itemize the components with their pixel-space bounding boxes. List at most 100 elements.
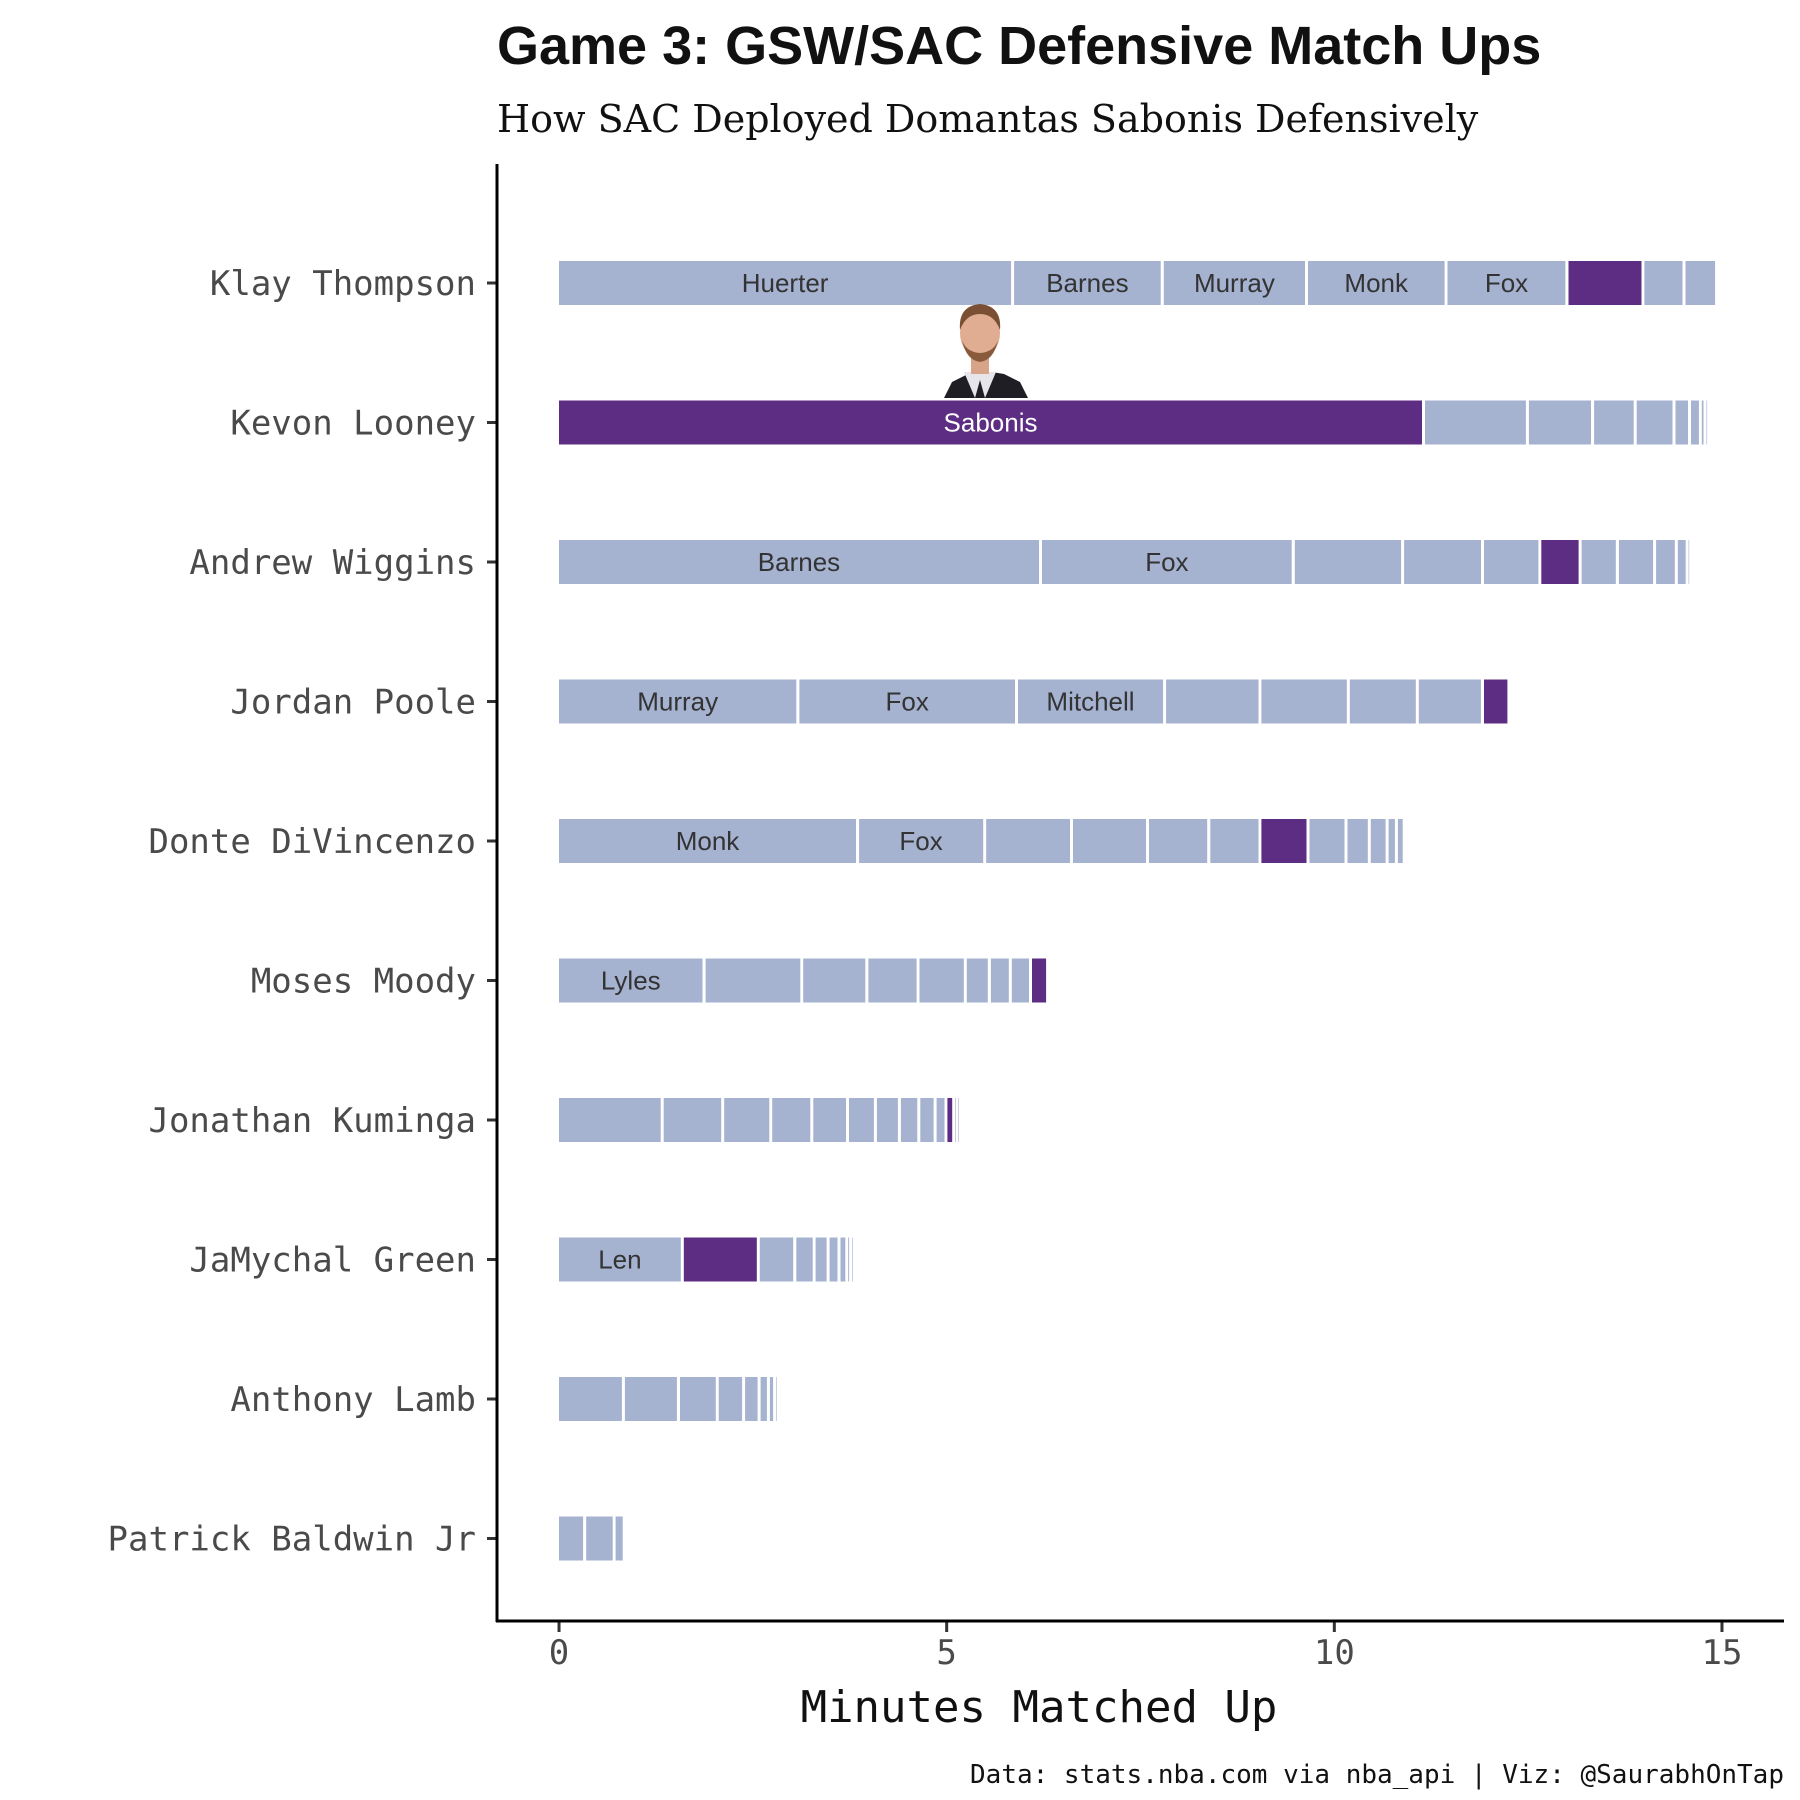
bar-segment-jordan-poole-sabonis	[1484, 679, 1508, 724]
segment-label-klay-thompson-huerter: Huerter	[742, 268, 829, 298]
bar-segment-anthony-lamb-seg4	[745, 1377, 758, 1421]
bar-segment-kevon-looney-seg1	[1425, 400, 1526, 445]
bar-segment-jordan-poole-seg4	[1261, 679, 1347, 724]
sabonis-headshot	[944, 304, 1028, 398]
segment-label-jordan-poole-murray: Murray	[637, 687, 718, 717]
segment-label-klay-thompson-fox: Fox	[1485, 268, 1528, 298]
y-tick-label-klay-thompson: Klay Thompson	[210, 264, 476, 304]
x-axis-label: Minutes Matched Up	[801, 1682, 1278, 1733]
bar-segment-jordan-poole-seg5	[1349, 679, 1416, 724]
bar-segment-klay-thompson-seg6	[1644, 261, 1683, 305]
segment-label-klay-thompson-barnes: Barnes	[1046, 268, 1128, 298]
bar-row-jordan-poole: Murray Fox Mitchell	[559, 679, 1508, 724]
bar-segment-jordan-poole-seg3	[1166, 679, 1259, 724]
y-tick-label-jonathan-kuminga: Jonathan Kuminga	[148, 1101, 476, 1141]
bar-segment-andrew-wiggins-seg9	[1677, 540, 1686, 584]
bars-layer: Huerter Barnes Murray Monk Fox Sabonis Barnes F…	[559, 261, 1716, 1561]
bar-row-moses-moody: Lyles	[559, 958, 1047, 1003]
bar-segment-jonathan-kuminga-seg1	[663, 1098, 722, 1142]
bar-segment-jamychal-green-seg6	[840, 1237, 846, 1282]
bar-segment-patrick-baldwin-jr-seg2	[615, 1516, 623, 1561]
bar-segment-klay-thompson-fox	[1447, 261, 1566, 305]
bar-row-jonathan-kuminga	[559, 1098, 959, 1142]
bar-segment-kevon-looney-seg8	[1706, 400, 1708, 445]
y-tick-label-andrew-wiggins: Andrew Wiggins	[189, 543, 476, 583]
bar-segment-donte-divincenzo-fox	[859, 819, 984, 863]
bar-segment-klay-thompson-barnes	[1014, 261, 1161, 305]
bar-segment-andrew-wiggins-seg4	[1484, 540, 1539, 584]
bar-segment-moses-moody-seg3	[868, 958, 917, 1003]
bar-segment-patrick-baldwin-jr-seg0	[559, 1516, 584, 1561]
bar-segment-jordan-poole-fox	[799, 679, 1015, 724]
bar-segment-donte-divincenzo-seg4	[1149, 819, 1208, 863]
bar-segment-kevon-looney-seg7	[1701, 400, 1704, 445]
bar-row-patrick-baldwin-jr	[559, 1516, 623, 1561]
bar-segment-kevon-looney-seg4	[1636, 400, 1673, 445]
bar-row-andrew-wiggins: Barnes Fox	[559, 540, 1690, 584]
bar-segment-andrew-wiggins-seg2	[1294, 540, 1402, 584]
bar-segment-klay-thompson-murray	[1163, 261, 1305, 305]
bar-segment-donte-divincenzo-sabonis	[1261, 819, 1307, 863]
bar-segment-moses-moody-seg2	[803, 958, 866, 1003]
segment-label-jamychal-green-len: Len	[598, 1245, 641, 1275]
bar-segment-moses-moody-seg1	[705, 958, 801, 1003]
bar-segment-klay-thompson-monk	[1308, 261, 1445, 305]
bar-segment-andrew-wiggins-seg6	[1581, 540, 1616, 584]
bar-segment-donte-divincenzo-seg2	[986, 819, 1070, 863]
x-axis-ticks: 0 5 10 15	[549, 1622, 1742, 1673]
segment-label-andrew-wiggins-barnes: Barnes	[758, 547, 840, 577]
bar-segment-jonathan-kuminga-seg11	[955, 1098, 956, 1142]
bar-segment-andrew-wiggins-fox	[1042, 540, 1292, 584]
bar-segment-patrick-baldwin-jr-seg1	[586, 1516, 613, 1561]
bar-segment-jamychal-green-seg7	[848, 1237, 850, 1282]
bar-segment-andrew-wiggins-barnes	[559, 540, 1039, 584]
segment-label-kevon-looney-sabonis: Sabonis	[944, 408, 1038, 438]
bar-segment-jonathan-kuminga-seg9	[936, 1098, 945, 1142]
bar-segment-jordan-poole-mitchell	[1018, 679, 1164, 724]
bar-segment-moses-moody-seg4	[919, 958, 964, 1003]
bar-segment-anthony-lamb-seg6	[769, 1377, 774, 1421]
segment-label-andrew-wiggins-fox: Fox	[1145, 547, 1188, 577]
bar-segment-jonathan-kuminga-seg3	[772, 1098, 811, 1142]
bar-segment-andrew-wiggins-seg10	[1688, 540, 1690, 584]
bar-row-donte-divincenzo: Monk Fox	[559, 819, 1403, 863]
bar-segment-andrew-wiggins-seg7	[1618, 540, 1654, 584]
bar-segment-kevon-looney-seg2	[1528, 400, 1591, 445]
x-tick-label-0: 0	[549, 1633, 569, 1673]
bar-segment-anthony-lamb-seg7	[776, 1377, 777, 1421]
bar-segment-anthony-lamb-seg2	[680, 1377, 716, 1421]
bar-segment-jonathan-kuminga-seg0	[559, 1098, 661, 1142]
bar-segment-jonathan-kuminga-sabonis	[947, 1098, 953, 1142]
bar-segment-jonathan-kuminga-seg2	[724, 1098, 770, 1142]
bar-segment-anthony-lamb-seg0	[559, 1377, 622, 1421]
bar-segment-klay-thompson-huerter	[559, 261, 1012, 305]
bar-segment-donte-divincenzo-seg11	[1397, 819, 1403, 863]
bar-segment-kevon-looney-sabonis	[559, 400, 1422, 445]
bar-segment-donte-divincenzo-seg7	[1309, 819, 1345, 863]
segment-label-klay-thompson-murray: Murray	[1194, 268, 1275, 298]
bar-segment-andrew-wiggins-sabonis	[1541, 540, 1579, 584]
bar-segment-anthony-lamb-seg5	[760, 1377, 767, 1421]
bar-segment-klay-thompson-sabonis	[1568, 261, 1642, 305]
bar-segment-jonathan-kuminga-seg12	[958, 1098, 959, 1142]
x-tick-label-5: 5	[936, 1633, 956, 1673]
bar-segment-andrew-wiggins-seg8	[1656, 540, 1675, 584]
chart-subtitle: How SAC Deployed Domantas Sabonis Defens…	[497, 97, 1479, 141]
bar-segment-jamychal-green-seg3	[796, 1237, 813, 1282]
segment-label-klay-thompson-monk: Monk	[1344, 268, 1409, 298]
bar-segment-jamychal-green-sabonis	[683, 1237, 757, 1282]
segment-label-jordan-poole-fox: Fox	[886, 687, 929, 717]
y-tick-label-patrick-baldwin-jr: Patrick Baldwin Jr	[108, 1520, 476, 1560]
segment-label-donte-divincenzo-fox: Fox	[899, 826, 942, 856]
bar-segment-jamychal-green-seg2	[759, 1237, 794, 1282]
bar-segment-jonathan-kuminga-seg5	[849, 1098, 874, 1142]
bar-segment-moses-moody-seg6	[990, 958, 1009, 1003]
y-tick-label-moses-moody: Moses Moody	[251, 962, 476, 1002]
x-tick-label-10: 10	[1314, 1633, 1355, 1673]
bar-segment-jamychal-green-seg8	[852, 1237, 853, 1282]
y-tick-label-jordan-poole: Jordan Poole	[230, 683, 476, 723]
y-tick-label-jamychal-green: JaMychal Green	[189, 1241, 476, 1281]
bar-segment-donte-divincenzo-seg9	[1370, 819, 1386, 863]
y-tick-label-kevon-looney: Kevon Looney	[230, 404, 476, 444]
segment-label-jordan-poole-mitchell: Mitchell	[1046, 687, 1134, 717]
